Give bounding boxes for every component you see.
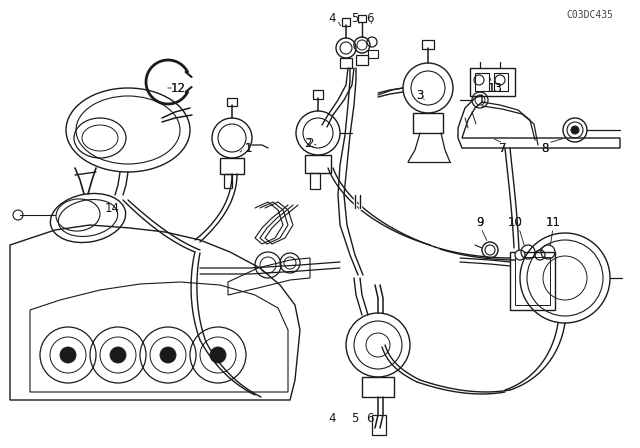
Bar: [494, 73, 508, 91]
Text: 13: 13: [488, 82, 502, 95]
Text: 11: 11: [545, 215, 561, 228]
Text: 4: 4: [328, 412, 336, 425]
Circle shape: [110, 347, 126, 363]
Text: 10: 10: [508, 215, 522, 228]
Circle shape: [571, 126, 579, 134]
Bar: [358, 15, 366, 22]
Bar: [310, 173, 320, 189]
Text: 6: 6: [366, 412, 374, 425]
Bar: [413, 113, 443, 133]
Text: 11: 11: [545, 215, 561, 228]
Bar: [313, 90, 323, 99]
Text: 1: 1: [244, 142, 252, 155]
Bar: [368, 50, 378, 58]
Text: 10: 10: [508, 215, 522, 228]
Bar: [227, 98, 237, 106]
Circle shape: [160, 347, 176, 363]
Bar: [220, 158, 244, 174]
Text: 7: 7: [499, 142, 507, 155]
Text: 2: 2: [304, 137, 312, 150]
Text: 12: 12: [170, 82, 186, 95]
Text: 14: 14: [104, 202, 120, 215]
Text: 4: 4: [328, 12, 336, 25]
Text: 7: 7: [499, 142, 507, 155]
Bar: [422, 40, 434, 49]
Text: 5: 5: [351, 12, 358, 25]
Text: C03DC435: C03DC435: [566, 10, 614, 20]
Text: 13: 13: [488, 82, 502, 95]
Bar: [372, 415, 386, 435]
Text: 5: 5: [351, 412, 358, 425]
Text: 8: 8: [541, 142, 548, 155]
Text: 12: 12: [170, 82, 186, 95]
Bar: [515, 257, 550, 305]
Text: 1: 1: [244, 142, 252, 155]
Text: 3: 3: [416, 89, 424, 102]
Text: 3: 3: [416, 89, 424, 102]
Bar: [470, 68, 515, 96]
Bar: [362, 377, 394, 397]
Bar: [510, 252, 555, 310]
Bar: [342, 18, 350, 26]
Text: 8: 8: [541, 142, 548, 155]
Circle shape: [210, 347, 226, 363]
Bar: [475, 73, 489, 91]
Bar: [305, 155, 331, 173]
Text: 9: 9: [476, 215, 484, 228]
Bar: [340, 58, 352, 68]
Bar: [224, 174, 232, 188]
Text: 2: 2: [307, 137, 314, 150]
Text: 9: 9: [476, 215, 484, 228]
Circle shape: [515, 250, 525, 260]
Circle shape: [60, 347, 76, 363]
Bar: [356, 55, 368, 65]
Text: 6: 6: [366, 12, 374, 25]
